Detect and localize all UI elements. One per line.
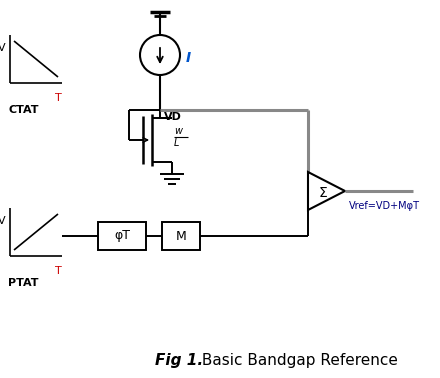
Text: I: I [186, 51, 191, 65]
Text: PTAT: PTAT [8, 278, 39, 288]
Text: Basic Bandgap Reference: Basic Bandgap Reference [197, 353, 398, 367]
Bar [98, 222, 146, 250]
Text: VD: VD [164, 112, 182, 122]
Text: T: T [55, 93, 61, 103]
Text: Fig 1.: Fig 1. [155, 353, 203, 367]
Text: Vref=VD+MφT: Vref=VD+MφT [349, 201, 420, 211]
Text: L: L [174, 138, 180, 148]
Bar [162, 222, 200, 250]
Text: φT: φT [114, 229, 130, 243]
Text: w: w [174, 126, 182, 136]
Text: V: V [0, 43, 6, 53]
Text: Σ: Σ [318, 186, 327, 200]
Text: T: T [55, 266, 61, 276]
Text: M: M [176, 229, 187, 243]
Text: V: V [0, 216, 6, 226]
Text: CTAT: CTAT [8, 105, 39, 115]
